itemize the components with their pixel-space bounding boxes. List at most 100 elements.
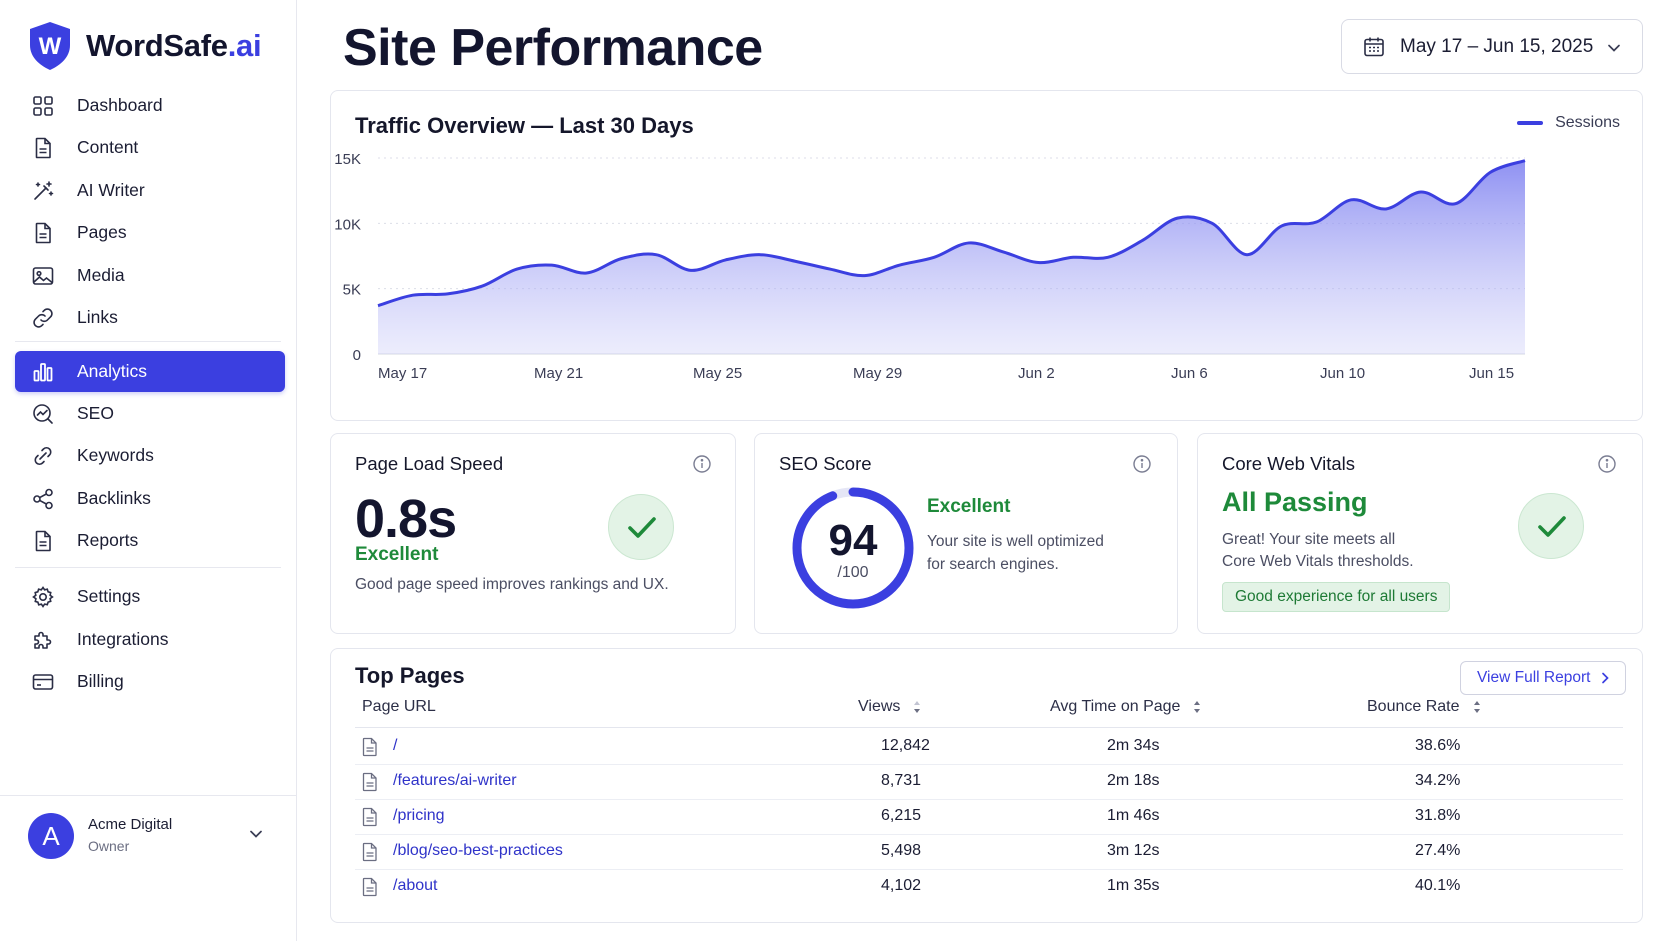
calendar-icon [1364,37,1384,57]
page-url-link[interactable]: /features/ai-writer [393,772,517,789]
column-header-views[interactable]: Views [858,698,922,716]
sidebar-item-seo[interactable]: SEO [15,393,285,434]
bar-chart-icon [31,360,55,384]
column-header-avg-time[interactable]: Avg Time on Page [1050,698,1202,716]
info-icon[interactable] [692,454,712,474]
y-tick-label: 10K [334,216,361,233]
view-full-report-label: View Full Report [1477,669,1591,686]
seo-note-line2: for search engines. [927,556,1059,573]
table-row[interactable]: /about 4,102 1m 35s 40.1% [355,868,1623,905]
page-url-link[interactable]: /blog/seo-best-practices [393,842,563,859]
credit-card-icon [31,670,55,694]
bounce-rate-value: 27.4% [1415,842,1461,859]
table-row[interactable]: /pricing 6,215 1m 46s 31.8% [355,798,1623,835]
brand-name: WordSafe.ai [86,28,262,64]
sidebar-item-backlinks[interactable]: Backlinks [15,478,285,519]
sidebar-item-links[interactable]: Links [15,297,285,338]
sidebar-item-integrations[interactable]: Integrations [15,619,285,660]
sidebar-item-billing[interactable]: Billing [15,661,285,702]
avg-time-value: 1m 46s [1107,807,1160,824]
brand-name-main: WordSafe [86,28,228,63]
sidebar-item-pages[interactable]: Pages [15,212,285,253]
bounce-rate-value: 38.6% [1415,737,1461,754]
sidebar-divider [15,341,281,342]
views-value: 6,215 [881,807,922,824]
shield-logo-icon: W [30,22,70,70]
sidebar-item-dashboard[interactable]: Dashboard [15,85,285,126]
metric-title: Core Web Vitals [1222,453,1355,474]
seo-score-value: 94 [828,516,878,565]
brand[interactable]: W WordSafe.ai [28,20,262,72]
avg-time-value: 2m 34s [1107,737,1160,754]
avg-time-value: 2m 18s [1107,772,1160,789]
seo-score-arc [792,487,914,609]
sidebar-item-settings[interactable]: Settings [15,576,285,617]
chevron-down-icon[interactable] [246,824,266,844]
sidebar-item-label: Billing [77,671,124,691]
user-name: Acme Digital [88,816,173,833]
bounce-rate-value: 31.8% [1415,807,1461,824]
magic-wand-icon [31,179,55,203]
chevron-right-icon [1602,672,1609,684]
info-icon[interactable] [1132,454,1152,474]
sidebar-item-label: Keywords [77,445,154,465]
seo-score-denominator: /100 [837,564,869,581]
cwv-note-line1: Great! Your site meets all [1222,531,1396,548]
y-tick-label: 5K [343,282,361,299]
logo-letter: W [39,33,62,60]
sidebar-item-label: Settings [77,586,141,606]
column-header-url[interactable]: Page URL [362,698,436,716]
page-url-link[interactable]: /pricing [393,807,445,824]
seo-note-line1: Your site is well optimized [927,533,1104,550]
sort-desc-icon [914,701,921,713]
bounce-rate-value: 34.2% [1415,772,1461,789]
x-tick-label: Jun 2 [1018,365,1055,382]
page-url-link[interactable]: /about [393,877,438,894]
chart-legend: Sessions [1517,114,1620,132]
gear-icon [31,585,55,609]
views-value: 12,842 [881,737,930,754]
x-tick-label: May 17 [378,365,427,382]
check-icon [1518,493,1584,559]
check-icon [608,494,674,560]
view-full-report-button[interactable]: View Full Report [1460,661,1626,695]
legend-swatch [1517,121,1544,125]
page-load-speed-card: Page Load Speed 0.8s Excellent Good page… [330,433,736,634]
avatar[interactable]: A [28,813,74,859]
sidebar-item-label: Analytics [77,361,148,381]
x-tick-label: May 29 [853,365,902,382]
column-header-label: Page URL [362,698,436,715]
sidebar-item-label: Integrations [77,629,169,649]
sidebar-item-keywords[interactable]: Keywords [15,435,285,476]
sidebar-item-analytics[interactable]: Analytics [15,351,285,392]
bounce-rate-value: 40.1% [1415,877,1461,894]
views-value: 4,102 [881,877,922,894]
grid-icon [31,94,55,118]
column-header-bounce-rate[interactable]: Bounce Rate [1367,698,1482,716]
sidebar-item-label: Backlinks [77,488,151,508]
table-row[interactable]: /features/ai-writer 8,731 2m 18s 34.2% [355,763,1623,800]
puzzle-icon [31,628,55,652]
cwv-badge: Good experience for all users [1222,582,1451,612]
sidebar-item-label: SEO [77,403,114,423]
sidebar-item-content[interactable]: Content [15,127,285,168]
sidebar-item-media[interactable]: Media [15,255,285,296]
sidebar-item-label: AI Writer [77,180,145,200]
page-url-link[interactable]: / [393,737,398,754]
keyword-link-icon [31,444,55,468]
sidebar-item-ai-writer[interactable]: AI Writer [15,170,285,211]
sessions-area [378,160,1525,354]
seo-score-gauge [792,487,914,609]
table-row[interactable]: / 12,842 2m 34s 38.6% [355,728,1623,765]
table-row[interactable]: /blog/seo-best-practices 5,498 3m 12s 27… [355,833,1623,870]
top-pages-card: Top Pages View Full Report Page URL View… [330,648,1643,923]
date-range-picker[interactable]: May 17 – Jun 15, 2025 [1341,19,1643,74]
sidebar-item-reports[interactable]: Reports [15,520,285,561]
info-icon[interactable] [1597,454,1617,474]
file-icon [362,807,377,827]
seo-score-card: SEO Score 94 /100 Excellent Your site is… [754,433,1178,634]
sidebar-item-label: Reports [77,530,139,550]
x-tick-label: May 21 [534,365,583,382]
views-value: 8,731 [881,772,922,789]
user-card[interactable] [0,795,297,941]
